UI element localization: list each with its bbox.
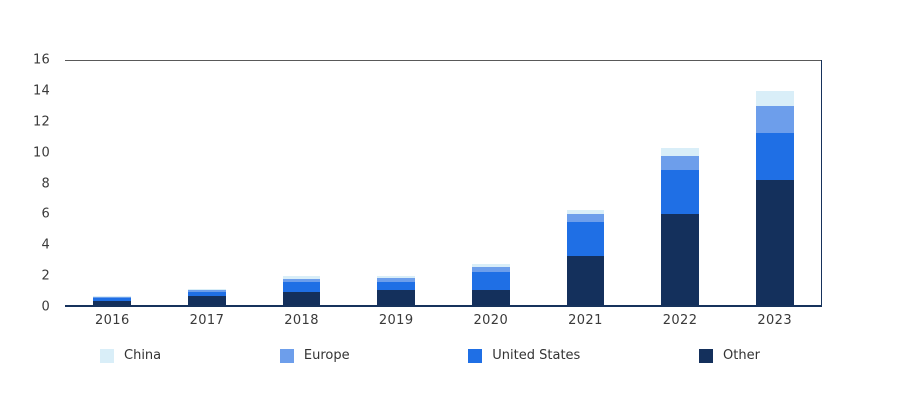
bar-segment-other xyxy=(755,180,794,307)
legend-swatch-icon xyxy=(279,348,294,363)
bar-segment-united-states xyxy=(661,169,699,215)
bar-slot-2021 xyxy=(538,60,633,307)
chart-legend: China Europe United States Other xyxy=(100,348,760,363)
bar-segment-united-states xyxy=(93,297,132,301)
bar-slot-2016 xyxy=(65,60,160,307)
bar-segment-china xyxy=(377,276,416,279)
bar-segment-united-states xyxy=(282,282,321,292)
bar-segment-other xyxy=(188,296,226,307)
bar-slot-2023 xyxy=(727,60,822,307)
bar-segment-china xyxy=(661,148,699,156)
legend-item-other: Other xyxy=(699,348,760,363)
x-tick-label-2018: 2018 xyxy=(284,313,319,328)
y-axis: 0 2 4 6 8 10 12 14 16 xyxy=(0,53,58,315)
stacked-bar-2016 xyxy=(93,296,132,307)
bar-segment-united-states xyxy=(566,222,605,257)
x-axis: 2016 2017 2018 2019 2020 2021 2022 2023 xyxy=(65,313,822,328)
bar-segment-other xyxy=(661,214,699,307)
plot-area xyxy=(65,60,822,307)
y-tick-label: 14 xyxy=(33,83,50,99)
y-tick-label: 8 xyxy=(41,176,50,191)
stacked-bar-2020 xyxy=(471,263,510,307)
bar-segment-china xyxy=(188,288,226,291)
x-tick-label-2021: 2021 xyxy=(568,313,603,328)
bar-slot-2017 xyxy=(160,60,255,307)
bar-segment-europe xyxy=(93,296,132,298)
legend-label: United States xyxy=(492,348,581,363)
bar-segment-other xyxy=(282,291,321,307)
bar-segment-other xyxy=(377,290,416,307)
x-tick-label-2023: 2023 xyxy=(757,313,793,328)
bar-segment-china xyxy=(93,296,132,297)
bar-segment-europe xyxy=(755,106,794,133)
bar-segment-united-states xyxy=(377,282,416,291)
x-tick-label-2022: 2022 xyxy=(662,313,698,328)
plot-right-border xyxy=(821,60,822,307)
stacked-bar-2019 xyxy=(377,276,416,307)
bar-slot-2022 xyxy=(633,60,728,307)
bar-segment-china xyxy=(755,90,794,107)
legend-label: Europe xyxy=(303,348,350,363)
y-tick-label: 10 xyxy=(33,145,50,161)
x-tick-label-2020: 2020 xyxy=(473,313,509,328)
bar-segment-china xyxy=(566,209,605,215)
stacked-bar-2021 xyxy=(566,209,605,307)
bar-segment-united-states xyxy=(755,132,794,181)
legend-item-europe: Europe xyxy=(279,348,350,363)
y-tick-label: 12 xyxy=(33,114,50,130)
bar-segment-europe xyxy=(282,279,321,283)
bar-segment-china xyxy=(282,276,321,280)
y-tick-label: 6 xyxy=(41,206,50,222)
legend-swatch-icon xyxy=(699,348,714,363)
legend-item-china: China xyxy=(100,348,161,363)
bar-slot-2018 xyxy=(254,60,349,307)
x-tick-label-2017: 2017 xyxy=(189,313,225,328)
stacked-bar-2018 xyxy=(282,276,321,307)
bars-container xyxy=(65,60,822,307)
stacked-bar-2017 xyxy=(188,288,226,307)
legend-item-united-states: United States xyxy=(468,348,580,363)
bar-segment-united-states xyxy=(471,271,510,291)
bar-segment-united-states xyxy=(188,291,226,297)
legend-label: Other xyxy=(723,348,760,363)
legend-swatch-icon xyxy=(468,348,483,363)
bar-segment-other xyxy=(566,256,605,307)
bar-slot-2020 xyxy=(444,60,539,307)
x-axis-line xyxy=(65,305,822,307)
y-tick-label: 0 xyxy=(41,299,50,315)
y-tick-label: 16 xyxy=(33,52,50,68)
stacked-bar-2022 xyxy=(661,148,699,307)
y-tick-label: 2 xyxy=(41,268,50,284)
bar-segment-europe xyxy=(566,214,605,223)
stacked-bar-2023 xyxy=(755,90,794,307)
bar-segment-europe xyxy=(377,278,416,283)
legend-swatch-icon xyxy=(100,348,114,363)
bar-segment-europe xyxy=(188,290,226,292)
plot-top-border xyxy=(65,60,822,61)
bar-segment-europe xyxy=(661,155,699,170)
bar-segment-china xyxy=(471,263,510,267)
y-tick-label: 4 xyxy=(41,237,50,253)
bar-segment-europe xyxy=(471,266,510,272)
bar-slot-2019 xyxy=(349,60,444,307)
bar-segment-other xyxy=(93,300,132,307)
legend-label: China xyxy=(124,348,162,363)
x-tick-label-2019: 2019 xyxy=(378,313,414,328)
bar-segment-other xyxy=(471,290,510,307)
x-tick-label-2016: 2016 xyxy=(94,313,130,328)
